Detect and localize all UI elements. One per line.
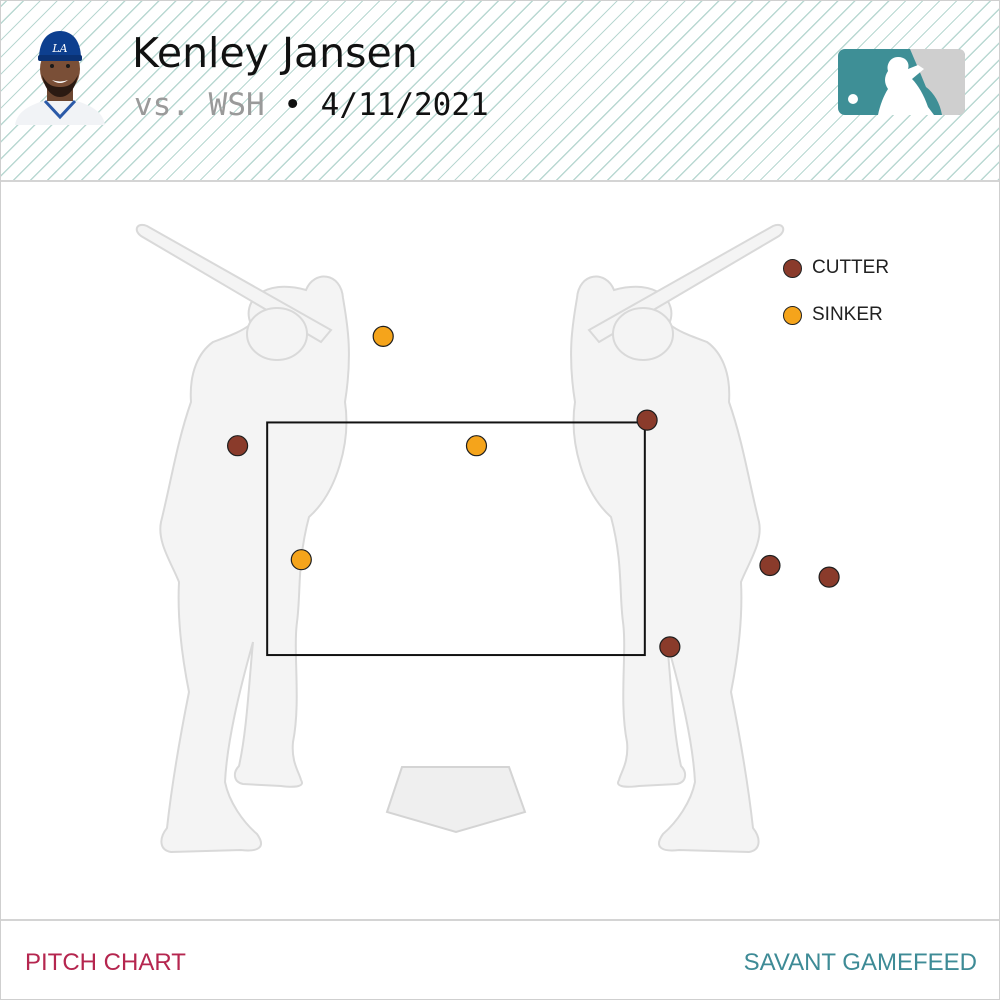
separator: •: [283, 87, 302, 123]
svg-text:LA: LA: [51, 42, 67, 55]
legend-item-sinker: SINKER: [783, 301, 889, 329]
mlb-logo-icon: [838, 49, 965, 115]
footer: PITCH CHART SAVANT GAMEFEED: [1, 919, 999, 999]
batter-silhouette-left-icon: [135, 224, 350, 854]
pitch-point-cutter: [636, 409, 658, 431]
opponent: vs. WSH: [134, 87, 265, 123]
legend-label-sinker: SINKER: [812, 304, 883, 325]
pitch-chart: [135, 224, 840, 854]
legend-swatch-sinker: [783, 305, 802, 325]
pitch-point-sinker: [465, 435, 488, 457]
legend: CUTTER SINKER: [783, 254, 889, 348]
legend-swatch-cutter: [783, 258, 802, 278]
pitch-point-cutter: [227, 435, 249, 457]
pitch-marks: [227, 325, 840, 658]
header: LA Kenley Jansen vs. WSH • 4/11/2021: [1, 1, 999, 182]
player-headshot: LA: [15, 31, 105, 125]
pitch-point-sinker: [372, 325, 394, 347]
batter-silhouette-right-icon: [570, 224, 785, 854]
footer-pitch-chart-label: PITCH CHART: [25, 949, 186, 976]
pitch-point-sinker: [290, 549, 312, 571]
plot-area: [1, 182, 999, 919]
legend-item-cutter: CUTTER: [783, 254, 889, 282]
pitch-point-cutter: [759, 554, 781, 577]
legend-label-cutter: CUTTER: [812, 257, 890, 278]
home-plate-icon: [385, 766, 527, 834]
matchup-line: vs. WSH • 4/11/2021: [134, 87, 489, 124]
pitch-point-cutter: [818, 566, 840, 588]
game-date: 4/11/2021: [320, 87, 489, 123]
footer-savant-gamefeed-label: SAVANT GAMEFEED: [743, 949, 977, 976]
strike-zone: [266, 421, 646, 657]
pitch-point-cutter: [659, 636, 681, 658]
player-name: Kenley Jansen: [132, 29, 418, 77]
